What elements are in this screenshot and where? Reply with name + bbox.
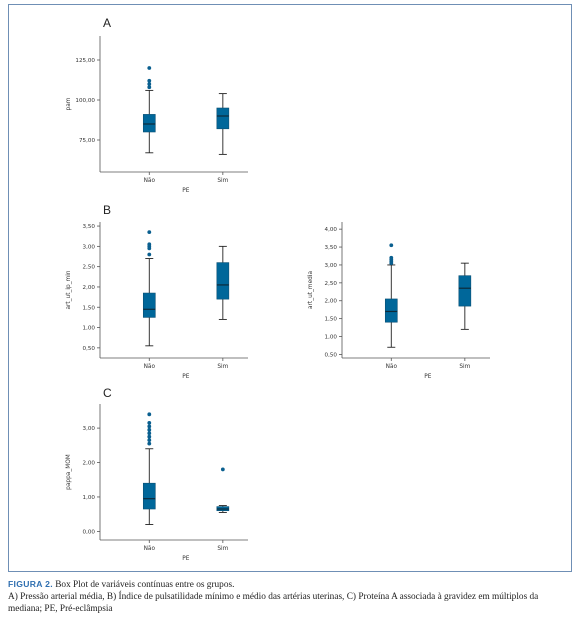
x-tick-label: Sim: [459, 364, 470, 370]
y-tick-label: 3,00: [325, 263, 338, 269]
y-tick-label: 1,00: [83, 326, 96, 332]
panel-label-b: B: [103, 203, 112, 217]
outlier-point: [147, 78, 152, 83]
y-tick-label: 100,00: [75, 98, 95, 104]
y-axis-label: pam: [66, 97, 72, 110]
y-tick-label: 1,50: [325, 317, 338, 323]
y-tick-label: 3,00: [83, 426, 96, 432]
x-tick-label: Não: [144, 546, 156, 552]
y-tick-label: 2,00: [325, 299, 338, 305]
figure-caption: FIGURA 2. Box Plot de variáveis contínua…: [8, 578, 572, 615]
box-sim: [216, 107, 230, 130]
y-tick-label: 75,00: [79, 138, 95, 144]
box-no: [142, 482, 156, 510]
y-tick-label: 2,00: [83, 461, 96, 467]
figure-frame: [8, 4, 572, 572]
box-no: [142, 114, 156, 133]
y-tick-label: 2,50: [325, 281, 338, 287]
panel-label-c: C: [103, 386, 112, 400]
x-axis-label: PE: [182, 556, 189, 562]
outlier-point: [147, 438, 152, 443]
outlier-point: [147, 431, 152, 436]
y-tick-label: 3,50: [325, 245, 338, 251]
y-axis-label: art_ut_media: [308, 271, 314, 309]
y-tick-label: 0,50: [325, 352, 338, 358]
y-tick-label: 1,50: [83, 305, 96, 311]
y-tick-label: 2,00: [83, 285, 96, 291]
box-no: [384, 298, 398, 323]
outlier-point: [147, 412, 152, 417]
outlier-point: [147, 66, 152, 70]
outlier-point: [147, 242, 152, 247]
x-tick-label: Não: [386, 364, 398, 370]
x-tick-label: Não: [144, 364, 156, 370]
outlier-point: [147, 82, 152, 86]
y-tick-label: 0,50: [83, 346, 96, 352]
y-tick-label: 3,50: [83, 224, 96, 230]
outlier-point: [147, 441, 152, 446]
caption-title: Box Plot de variáveis contínuas entre os…: [55, 580, 235, 590]
y-tick-label: 4,00: [325, 227, 338, 233]
box-sim: [216, 262, 230, 300]
x-tick-label: Sim: [217, 364, 228, 370]
outlier-point: [389, 255, 394, 260]
y-tick-label: 1,00: [83, 495, 96, 501]
outlier-point: [147, 85, 152, 90]
caption-label: FIGURA 2.: [8, 579, 53, 589]
x-tick-label: Não: [144, 178, 156, 184]
x-axis-label: PE: [182, 188, 189, 194]
y-axis-label: pappa_MOM: [66, 454, 72, 490]
y-tick-label: 0,00: [83, 529, 96, 535]
y-tick-label: 3,00: [83, 244, 96, 250]
x-axis-label: PE: [424, 374, 431, 380]
outlier-point: [147, 424, 152, 429]
outlier-point: [220, 467, 225, 472]
outlier-point: [147, 230, 152, 235]
x-tick-label: Sim: [217, 546, 228, 552]
panel-label-a: A: [103, 16, 112, 30]
outlier-point: [147, 421, 152, 425]
y-tick-label: 125,00: [75, 58, 95, 64]
box-no: [142, 292, 156, 318]
y-tick-label: 1,00: [325, 335, 338, 341]
x-axis-label: PE: [182, 374, 189, 380]
outlier-point: [147, 427, 152, 432]
box-sim: [458, 275, 472, 307]
y-tick-label: 2,50: [83, 265, 96, 271]
x-tick-label: Sim: [217, 178, 228, 184]
outlier-point: [147, 434, 152, 439]
y-axis-label: art_ut_ip_min: [66, 270, 72, 309]
caption-text: A) Pressão arterial média, B) Índice de …: [8, 592, 539, 614]
outlier-point: [147, 252, 152, 257]
outlier-point: [389, 243, 394, 248]
